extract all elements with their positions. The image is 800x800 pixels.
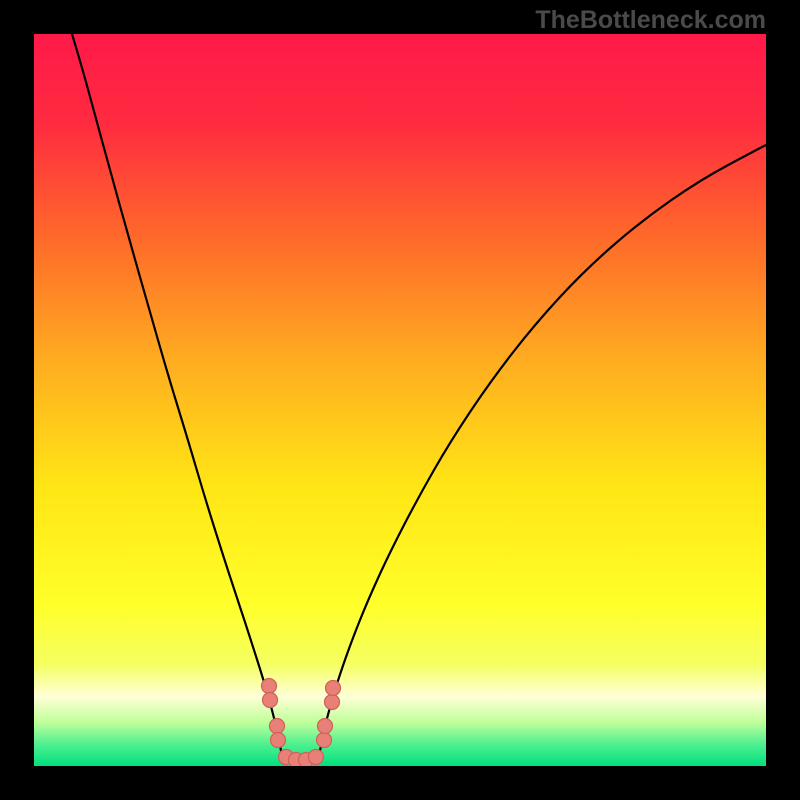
marker-point [317, 733, 332, 748]
marker-point [263, 693, 278, 708]
chart-container: TheBottleneck.com [0, 0, 800, 800]
marker-point [325, 695, 340, 710]
marker-point [309, 750, 324, 765]
marker-point [270, 719, 285, 734]
chart-svg [0, 0, 800, 800]
curve-line [319, 145, 766, 756]
marker-point [318, 719, 333, 734]
curve-line [68, 21, 282, 756]
marker-point [326, 681, 341, 696]
marker-point [271, 733, 286, 748]
marker-point [262, 679, 277, 694]
